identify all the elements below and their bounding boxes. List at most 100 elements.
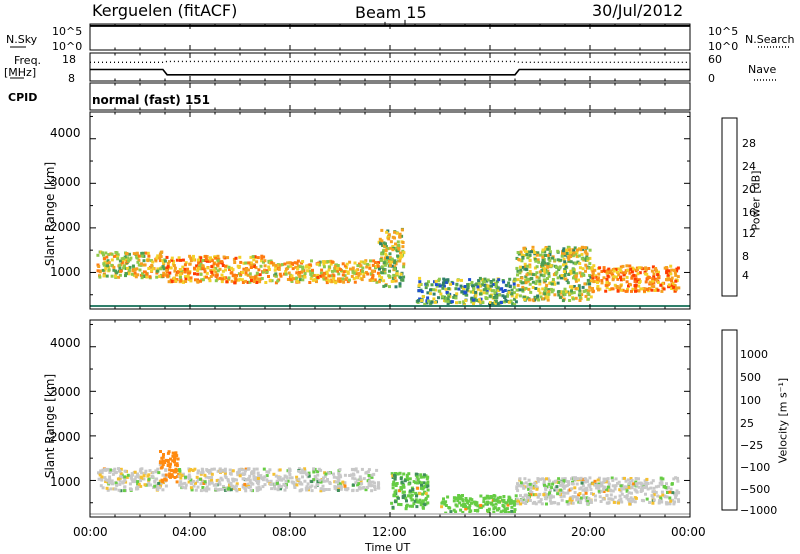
nave-label: Nave — [748, 63, 777, 76]
power-cell — [646, 288, 649, 291]
velocity-cell — [283, 474, 287, 478]
velocity-cell — [462, 502, 466, 506]
velocity-cell — [229, 483, 233, 487]
power-cell — [531, 273, 535, 277]
velocity-cell — [578, 487, 582, 491]
velocity-cell — [667, 501, 671, 505]
power-cell — [393, 261, 397, 265]
power-cell — [343, 264, 347, 268]
power-cell — [350, 274, 354, 278]
power-cell — [582, 289, 586, 293]
velocity-cell — [200, 467, 204, 471]
power-cell — [425, 282, 429, 286]
power-cell — [168, 266, 172, 270]
velocity-cell — [597, 476, 601, 480]
velocity-cell — [287, 470, 291, 474]
velocity-cell — [178, 468, 182, 471]
velocity-cell — [125, 475, 129, 479]
velocity-cell — [524, 481, 528, 485]
velocity-cell — [288, 476, 292, 480]
velocity-cell — [328, 482, 332, 485]
velocity-cell — [631, 483, 635, 487]
velocity-cell — [224, 476, 228, 480]
velocity-cell — [633, 488, 637, 492]
power-cell — [161, 265, 165, 269]
power-cell — [121, 258, 125, 262]
power-cell — [633, 284, 637, 288]
power-cell — [507, 300, 511, 304]
velocity-cell — [401, 494, 405, 498]
velocity-cell — [422, 475, 426, 479]
velocity-cell — [593, 494, 597, 498]
velocity-cell — [123, 475, 127, 479]
power-cell — [674, 273, 678, 277]
velocity-cell — [494, 502, 498, 506]
power-cell — [563, 273, 567, 277]
velocity-cell — [312, 478, 316, 482]
velocity-cell — [275, 479, 279, 483]
power-cell — [564, 265, 568, 269]
velocity-cell — [500, 498, 504, 502]
velocity-cell — [222, 487, 226, 491]
power-cell — [534, 287, 538, 290]
velocity-cell — [652, 486, 656, 490]
power-cell — [494, 284, 498, 288]
power-cell — [289, 264, 293, 268]
power-cell — [653, 289, 657, 292]
power-cell — [298, 271, 301, 274]
velocity-cell — [408, 504, 412, 508]
velocity-cell — [627, 485, 631, 489]
power-cell — [423, 302, 427, 306]
velocity-cell — [527, 492, 531, 496]
power-cell — [541, 250, 545, 254]
velocity-cell — [550, 486, 554, 490]
power-cell — [561, 249, 565, 253]
velocity-cell — [627, 499, 631, 503]
power-cell — [250, 279, 253, 282]
velocity-cell — [291, 480, 295, 484]
power-cell — [343, 274, 347, 278]
power-cell — [234, 278, 238, 282]
velocity-cell — [249, 488, 253, 492]
power-cell — [564, 290, 568, 294]
power-cell — [637, 266, 641, 270]
velocity-cell — [482, 497, 486, 500]
power-cell — [583, 250, 587, 254]
velocity-cell — [501, 509, 505, 513]
power-cell — [230, 266, 234, 270]
power-cell — [189, 256, 193, 260]
velocity-cell — [344, 487, 347, 491]
velocity-cell — [423, 484, 427, 488]
velocity-cell — [479, 505, 483, 509]
power-cell — [667, 278, 671, 282]
velocity-cell — [122, 489, 126, 493]
velocity-cell — [205, 485, 209, 489]
velocity-cell — [234, 484, 238, 488]
power-cell — [579, 248, 583, 252]
power-band — [377, 227, 406, 289]
velocity-cell — [305, 473, 309, 477]
velocity-cell — [596, 484, 600, 488]
power-cell — [384, 249, 388, 252]
power-cell — [543, 289, 547, 293]
power-cell — [525, 277, 529, 281]
velocity-cell — [536, 477, 540, 481]
velocity-cell — [338, 482, 342, 486]
velocity-cell — [552, 495, 555, 499]
power-cell — [537, 260, 541, 264]
power-cell — [147, 254, 151, 258]
power-cell — [214, 274, 218, 278]
velocity-cell — [337, 479, 341, 483]
velocity-cell — [164, 475, 168, 479]
velocity-cell — [203, 488, 206, 492]
velocity-cell — [542, 493, 546, 497]
velocity-cell — [303, 469, 307, 473]
power-cell — [378, 237, 382, 241]
velocity-cell — [276, 488, 280, 492]
power-cell — [563, 253, 567, 257]
power-cell — [122, 256, 126, 260]
velocity-cell — [672, 477, 676, 481]
velocity-cell — [359, 479, 363, 483]
velocity-cell — [99, 484, 103, 488]
velocity-cell — [618, 488, 622, 492]
